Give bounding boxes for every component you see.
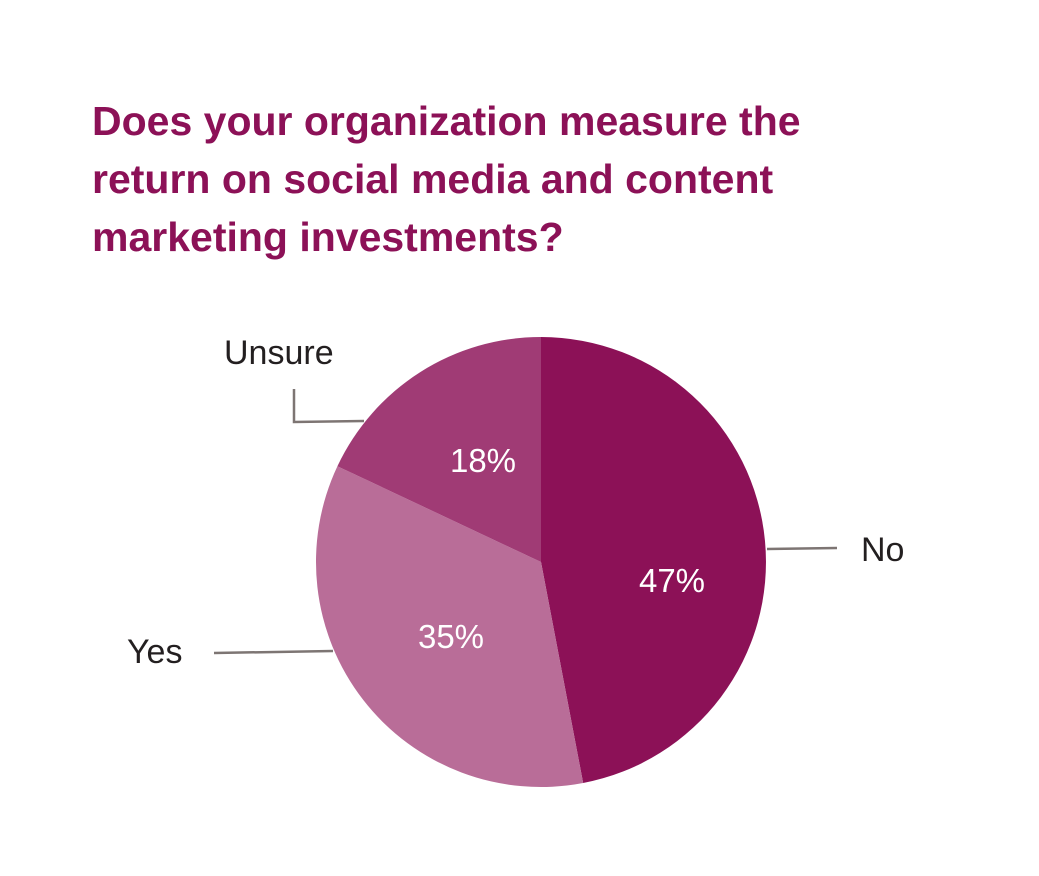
slice-value-yes: 35% xyxy=(418,618,484,655)
leader-line-unsure xyxy=(292,389,365,424)
pie-slice-no xyxy=(541,337,766,784)
value-labels: 47% 35% 18% xyxy=(418,442,705,655)
chart-title: Does your organization measure the retur… xyxy=(92,92,892,266)
leader-line-no xyxy=(766,546,838,551)
slice-label-unsure: Unsure xyxy=(224,334,334,372)
leader-lines xyxy=(213,389,838,655)
pie-slices xyxy=(315,336,766,787)
slice-label-no: No xyxy=(861,531,904,569)
pie-slice-unsure xyxy=(337,336,541,562)
leader-line-yes xyxy=(213,649,334,655)
slice-label-yes: Yes xyxy=(127,633,182,671)
slice-value-no: 47% xyxy=(639,562,705,599)
chart-title-line-1: Does your organization measure the xyxy=(92,98,801,144)
chart-title-line-2: return on social media and content xyxy=(92,156,774,202)
slice-value-unsure: 18% xyxy=(450,442,516,479)
category-labels: No Yes Unsure xyxy=(127,334,904,671)
chart-title-line-3: marketing investments? xyxy=(92,214,564,260)
pie-slice-yes xyxy=(315,466,584,787)
